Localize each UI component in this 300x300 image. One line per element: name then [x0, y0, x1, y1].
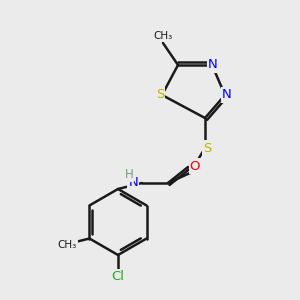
Text: S: S [203, 142, 211, 154]
Text: H: H [124, 169, 134, 182]
Text: N: N [222, 88, 232, 101]
Text: N: N [128, 176, 138, 190]
Text: CH₃: CH₃ [58, 239, 77, 250]
Text: Cl: Cl [112, 271, 124, 284]
Text: N: N [208, 58, 218, 71]
Text: O: O [190, 160, 200, 172]
Text: CH₃: CH₃ [153, 31, 172, 41]
Text: S: S [156, 88, 164, 101]
